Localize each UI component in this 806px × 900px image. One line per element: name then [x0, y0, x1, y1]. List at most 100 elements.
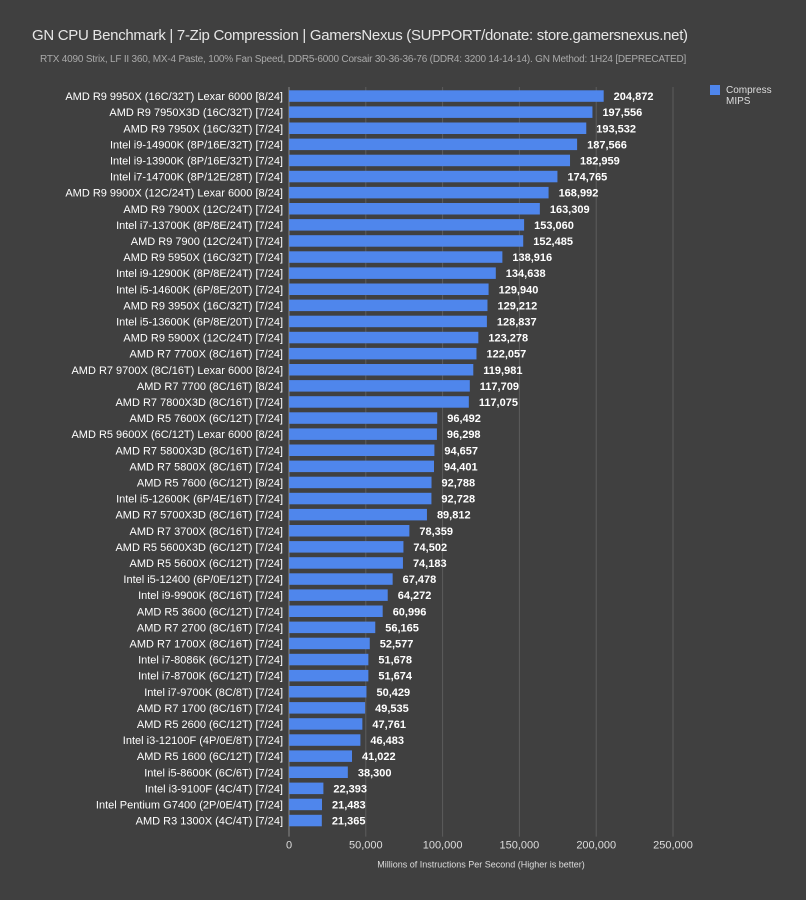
- data-label: 47,761: [372, 719, 406, 731]
- bar: [289, 702, 366, 714]
- data-label: 119,981: [483, 365, 522, 377]
- data-label: 182,959: [580, 155, 620, 167]
- bar: [289, 412, 438, 424]
- bar: [289, 589, 388, 601]
- x-tick-label: 250,000: [653, 840, 693, 852]
- data-label: 138,916: [512, 252, 552, 264]
- category-label: AMD R7 1700X (8C/16T) [7/24]: [130, 638, 283, 650]
- bar: [289, 283, 489, 295]
- category-label: AMD R7 1700 (8C/16T) [7/24]: [137, 703, 283, 715]
- category-label: AMD R3 1300X (4C/4T) [7/24]: [136, 816, 283, 828]
- legend-swatch: [710, 85, 720, 95]
- category-label: Intel i7-8086K (6C/12T) [7/24]: [138, 655, 283, 667]
- data-label: 52,577: [380, 638, 414, 650]
- category-label: Intel i7-8700K (6C/12T) [7/24]: [138, 671, 283, 683]
- category-label: Intel i9-9900K (8C/16T) [7/24]: [138, 590, 283, 602]
- chart-subtitle: RTX 4090 Strix, LF II 360, MX-4 Paste, 1…: [40, 54, 687, 65]
- bar: [289, 621, 376, 634]
- x-tick-label: 150,000: [500, 840, 540, 852]
- category-label: AMD R5 9600X (6C/12T) Lexar 6000 [8/24]: [71, 429, 283, 441]
- data-label: 163,309: [550, 204, 590, 216]
- bar: [289, 637, 370, 650]
- data-label: 96,492: [447, 413, 481, 425]
- bar: [289, 541, 404, 553]
- bar: [289, 267, 496, 279]
- category-label: Intel i7-9700K (8C/8T) [7/24]: [144, 687, 283, 699]
- category-label: AMD R5 2600 (6C/12T) [7/24]: [137, 719, 283, 731]
- category-label: Intel i5-13600K (6P/8E/20T) [7/24]: [116, 316, 283, 328]
- category-label: AMD R9 5900X (12C/24T) [7/24]: [123, 333, 283, 345]
- bar: [289, 653, 369, 666]
- category-label: AMD R5 7600X (6C/12T) [7/24]: [130, 413, 283, 425]
- x-axis-label: Millions of Instructions Per Second (Hig…: [377, 860, 585, 870]
- data-label: 94,401: [444, 461, 478, 473]
- x-tick-label: 50,000: [349, 840, 383, 852]
- bar: [289, 508, 427, 521]
- data-label: 153,060: [534, 220, 574, 232]
- data-label: 74,502: [413, 542, 447, 554]
- bar: [289, 492, 432, 505]
- category-label: Intel i7-14700K (8P/12E/28T) [7/24]: [110, 172, 283, 184]
- bar: [289, 798, 322, 811]
- data-label: 38,300: [358, 767, 392, 779]
- category-label: AMD R5 5600X (6C/12T) [7/24]: [130, 558, 283, 570]
- category-label: AMD R7 5800X (8C/16T) [7/24]: [130, 461, 283, 473]
- x-tick-label: 200,000: [576, 840, 616, 852]
- bar: [289, 557, 403, 569]
- bar: [289, 814, 322, 827]
- bar: [289, 106, 593, 118]
- bar: [289, 347, 477, 360]
- data-label: 51,678: [378, 655, 412, 667]
- bar: [289, 525, 410, 537]
- data-label: 67,478: [403, 574, 437, 586]
- data-label: 92,728: [441, 494, 475, 506]
- category-label: AMD R7 3700X (8C/16T) [7/24]: [130, 526, 283, 538]
- data-label: 204,872: [614, 91, 654, 103]
- bar: [289, 186, 549, 199]
- category-label: AMD R9 9900X (12C/24T) Lexar 6000 [8/24]: [65, 188, 283, 200]
- bar: [289, 380, 470, 392]
- bar: [289, 122, 587, 134]
- bar: [289, 90, 604, 102]
- category-label: AMD R9 7950X3D (16C/32T) [7/24]: [109, 107, 283, 119]
- category-label: Intel i3-9100F (4C/4T) [7/24]: [145, 783, 283, 795]
- bar: [289, 251, 503, 263]
- category-label: Intel i5-12600K (6P/4E/16T) [7/24]: [116, 494, 283, 506]
- data-label: 46,483: [370, 735, 404, 747]
- data-label: 56,165: [385, 622, 419, 634]
- category-label: AMD R7 2700 (8C/16T) [7/24]: [137, 622, 283, 634]
- data-label: 64,272: [398, 590, 432, 602]
- category-label: AMD R5 3600 (6C/12T) [7/24]: [137, 606, 283, 618]
- data-label: 50,429: [376, 687, 410, 699]
- bar: [289, 605, 383, 617]
- category-label: AMD R7 5700X3D (8C/16T) [7/24]: [115, 510, 283, 522]
- bar: [289, 219, 525, 231]
- data-label: 92,788: [442, 477, 476, 489]
- category-label: AMD R9 7900 (12C/24T) [7/24]: [131, 236, 283, 248]
- bar: [289, 299, 488, 312]
- category-label: AMD R9 7950X (16C/32T) [7/24]: [123, 123, 283, 135]
- category-label: AMD R7 5800X3D (8C/16T) [7/24]: [115, 445, 283, 457]
- bar: [289, 428, 437, 440]
- bar: [289, 364, 474, 376]
- category-label: Intel Pentium G7400 (2P/0E/4T) [7/24]: [96, 799, 283, 811]
- data-label: 117,709: [480, 381, 519, 393]
- data-label: 94,657: [444, 445, 478, 457]
- bar: [289, 444, 435, 456]
- data-label: 152,485: [533, 236, 573, 248]
- category-label: AMD R7 7700X (8C/16T) [7/24]: [130, 349, 283, 361]
- category-label: AMD R7 7700 (8C/16T) [8/24]: [137, 381, 283, 393]
- data-label: 187,566: [587, 139, 627, 151]
- bar: [289, 718, 363, 730]
- bar: [289, 460, 434, 473]
- data-label: 49,535: [375, 703, 409, 715]
- category-label: AMD R7 9700X (8C/16T) Lexar 6000 [8/24]: [71, 365, 283, 377]
- bar: [289, 573, 393, 585]
- bar: [289, 734, 361, 746]
- data-label: 96,298: [447, 429, 481, 441]
- category-label: Intel i5-12400 (6P/0E/12T) [7/24]: [123, 574, 283, 586]
- category-label: AMD R7 7800X3D (8C/16T) [7/24]: [115, 397, 283, 409]
- category-label: AMD R5 1600 (6C/12T) [7/24]: [137, 751, 283, 763]
- category-label: AMD R9 7900X (12C/24T) [7/24]: [123, 204, 283, 216]
